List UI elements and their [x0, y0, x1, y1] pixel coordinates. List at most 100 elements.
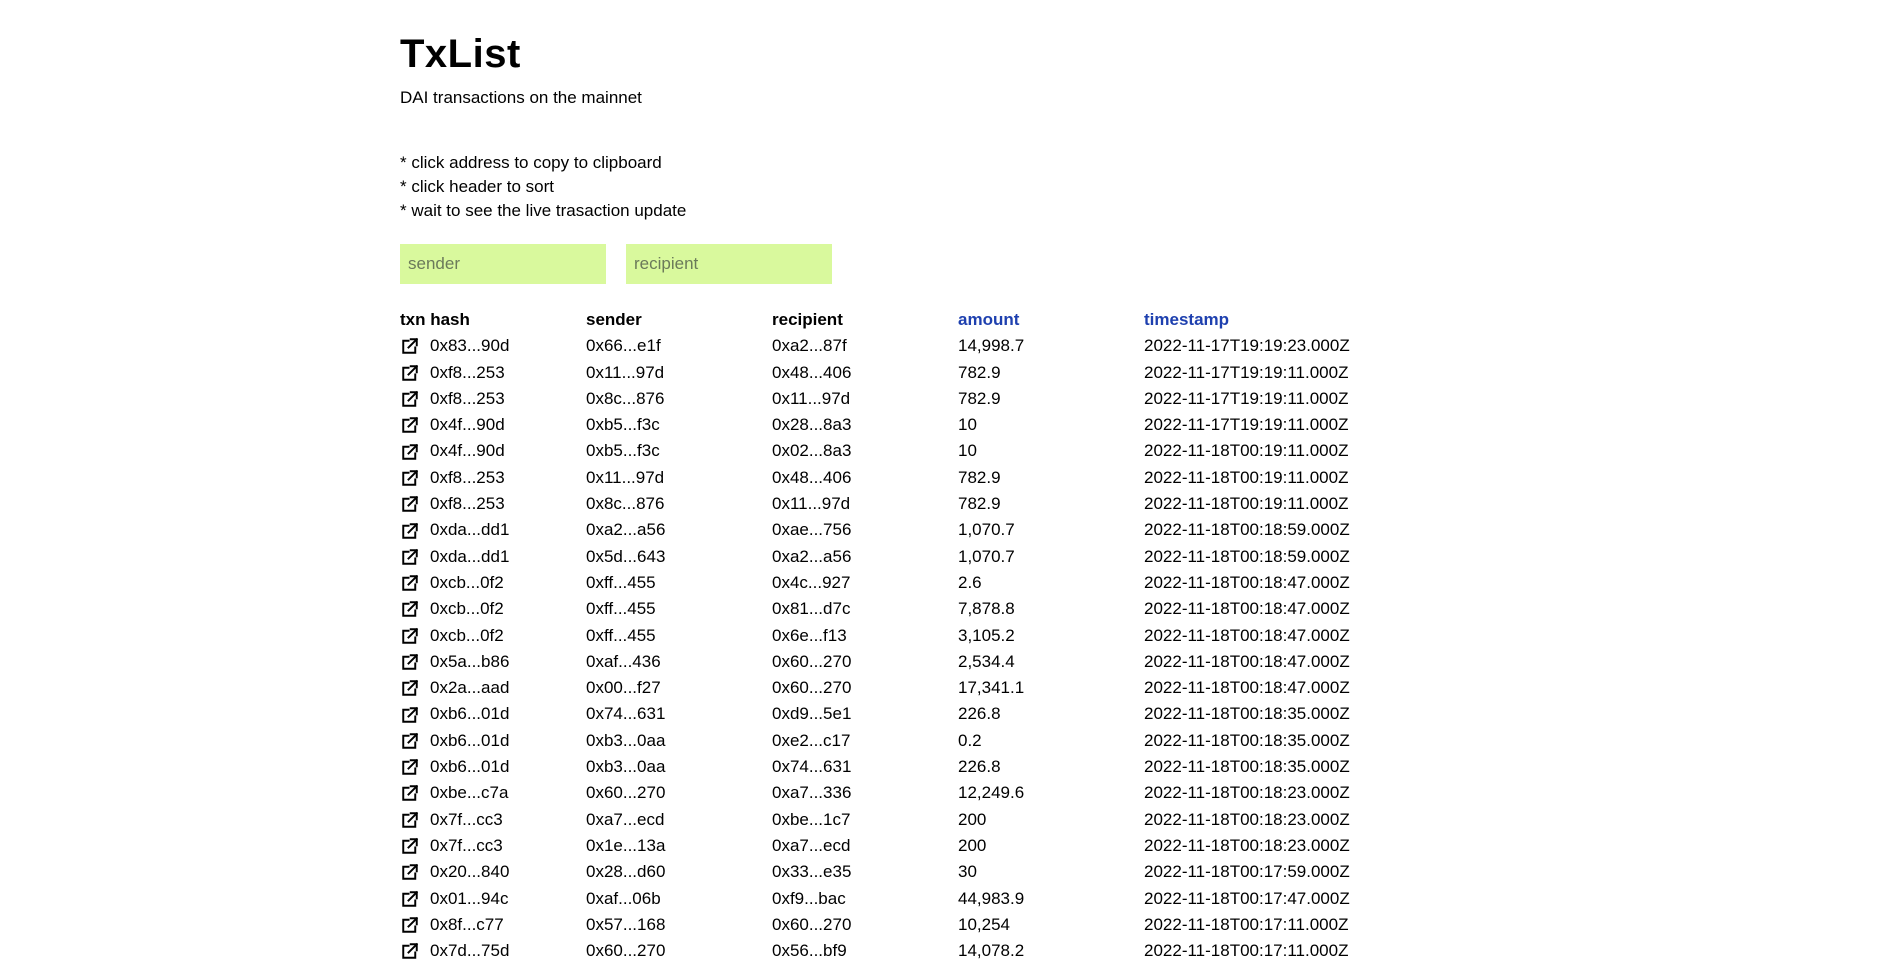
recipient-address[interactable]: 0xae...756	[772, 520, 852, 540]
sender-address[interactable]: 0x11...97d	[586, 467, 665, 487]
amount-value: 0.2	[958, 730, 982, 750]
sender-address[interactable]: 0x57...168	[586, 914, 666, 934]
recipient-address[interactable]: 0x60...270	[772, 651, 852, 671]
txn-hash: 0xcb...0f2	[430, 625, 504, 645]
txn-hash-wrapper: 0x5a...b86	[400, 649, 586, 675]
recipient-address[interactable]: 0x56...bf9	[772, 941, 847, 961]
sender-address[interactable]: 0x11...97d	[586, 362, 665, 382]
sender-address[interactable]: 0x28...d60	[586, 862, 666, 882]
external-link-icon[interactable]	[401, 706, 419, 724]
external-link-icon[interactable]	[401, 600, 419, 618]
timestamp-value: 2022-11-18T00:17:59.000Z	[1144, 862, 1350, 882]
external-link-icon[interactable]	[401, 758, 419, 776]
sender-address[interactable]: 0xff...455	[586, 599, 656, 619]
external-link-icon[interactable]	[401, 811, 419, 829]
recipient-address[interactable]: 0x74...631	[772, 757, 852, 777]
amount-value: 10	[958, 415, 977, 435]
recipient-address[interactable]: 0x4c...927	[772, 572, 851, 592]
recipient-address[interactable]: 0xa7...ecd	[772, 835, 851, 855]
external-link-icon[interactable]	[401, 627, 419, 645]
recipient-address[interactable]: 0xd9...5e1	[772, 704, 852, 724]
timestamp-value: 2022-11-18T00:18:35.000Z	[1144, 704, 1350, 724]
txn-hash-wrapper: 0x8f...c77	[400, 912, 586, 938]
external-link-icon[interactable]	[401, 916, 419, 934]
external-link-icon[interactable]	[401, 890, 419, 908]
external-link-icon[interactable]	[401, 653, 419, 671]
sender-address[interactable]: 0x8c...876	[586, 494, 665, 514]
amount-value: 17,341.1	[958, 678, 1025, 698]
sender-address[interactable]: 0xaf...436	[586, 651, 661, 671]
recipient-address[interactable]: 0x6e...f13	[772, 625, 847, 645]
recipient-address[interactable]: 0xa7...336	[772, 783, 852, 803]
recipient-address[interactable]: 0xf9...bac	[772, 888, 846, 908]
header-recipient[interactable]: recipient	[772, 310, 843, 329]
sender-address[interactable]: 0xb3...0aa	[586, 730, 666, 750]
table-row: 0xda...dd1 0xa2...a56 0xae...756 1,070.7 202…	[400, 517, 1404, 543]
sender-address[interactable]: 0xb5...f3c	[586, 441, 660, 461]
table-row: 0x7f...cc3 0xa7...ecd 0xbe...1c7 200 2022-11…	[400, 807, 1404, 833]
sender-address[interactable]: 0xaf...06b	[586, 888, 661, 908]
external-link-icon[interactable]	[401, 784, 419, 802]
recipient-address[interactable]: 0x02...8a3	[772, 441, 852, 461]
external-link-icon[interactable]	[401, 364, 419, 382]
header-sender[interactable]: sender	[586, 310, 642, 329]
sender-address[interactable]: 0xa7...ecd	[586, 809, 665, 829]
recipient-address[interactable]: 0xbe...1c7	[772, 809, 851, 829]
timestamp-value: 2022-11-18T00:18:23.000Z	[1144, 809, 1350, 829]
txn-hash-wrapper: 0xf8...253	[400, 360, 586, 386]
sender-address[interactable]: 0x60...270	[586, 783, 666, 803]
sender-address[interactable]: 0xff...455	[586, 625, 656, 645]
sender-filter-input[interactable]	[400, 244, 606, 284]
sender-address[interactable]: 0xb3...0aa	[586, 757, 666, 777]
table-row: 0x5a...b86 0xaf...436 0x60...270 2,534.4 202…	[400, 649, 1404, 675]
sender-address[interactable]: 0x1e...13a	[586, 835, 666, 855]
recipient-address[interactable]: 0x11...97d	[772, 388, 851, 408]
sender-address[interactable]: 0x5d...643	[586, 546, 666, 566]
external-link-icon[interactable]	[401, 469, 419, 487]
sender-address[interactable]: 0xff...455	[586, 572, 656, 592]
amount-value: 14,998.7	[958, 336, 1025, 356]
external-link-icon[interactable]	[401, 443, 419, 461]
external-link-icon[interactable]	[401, 732, 419, 750]
external-link-icon[interactable]	[401, 416, 419, 434]
external-link-icon[interactable]	[401, 337, 419, 355]
recipient-filter-input[interactable]	[626, 244, 832, 284]
txn-hash: 0xf8...253	[430, 494, 505, 514]
recipient-address[interactable]: 0xa2...87f	[772, 336, 847, 356]
recipient-address[interactable]: 0x28...8a3	[772, 415, 852, 435]
sender-address[interactable]: 0x00...f27	[586, 678, 661, 698]
txn-hash-wrapper: 0x7f...cc3	[400, 833, 586, 859]
recipient-address[interactable]: 0x60...270	[772, 914, 852, 934]
recipient-address[interactable]: 0xa2...a56	[772, 546, 852, 566]
sender-address[interactable]: 0x8c...876	[586, 388, 665, 408]
external-link-icon[interactable]	[401, 548, 419, 566]
recipient-address[interactable]: 0xe2...c17	[772, 730, 851, 750]
recipient-address[interactable]: 0x60...270	[772, 678, 852, 698]
external-link-icon[interactable]	[401, 495, 419, 513]
external-link-icon[interactable]	[401, 522, 419, 540]
recipient-address[interactable]: 0x33...e35	[772, 862, 852, 882]
external-link-icon[interactable]	[401, 574, 419, 592]
external-link-icon[interactable]	[401, 837, 419, 855]
external-link-icon[interactable]	[401, 863, 419, 881]
sender-address[interactable]: 0xa2...a56	[586, 520, 666, 540]
timestamp-value: 2022-11-18T00:17:47.000Z	[1144, 888, 1350, 908]
header-timestamp[interactable]: timestamp	[1144, 310, 1230, 329]
txn-hash-cell: 0xf8...253	[400, 465, 586, 491]
header-hash[interactable]: txn hash	[400, 310, 470, 329]
header-amount[interactable]: amount	[958, 310, 1020, 329]
external-link-icon[interactable]	[401, 679, 419, 697]
sender-address[interactable]: 0x74...631	[586, 704, 666, 724]
timestamp-value: 2022-11-18T00:19:11.000Z	[1144, 467, 1349, 487]
table-row: 0xf8...253 0x8c...876 0x11...97d 782.9 2022-…	[400, 386, 1404, 412]
external-link-icon[interactable]	[401, 390, 419, 408]
recipient-address[interactable]: 0x48...406	[772, 467, 852, 487]
external-link-icon[interactable]	[401, 942, 419, 960]
recipient-address[interactable]: 0x11...97d	[772, 494, 851, 514]
recipient-address[interactable]: 0x81...d7c	[772, 599, 851, 619]
sender-address[interactable]: 0xb5...f3c	[586, 415, 660, 435]
sender-address[interactable]: 0x60...270	[586, 941, 666, 961]
sender-address[interactable]: 0x66...e1f	[586, 336, 661, 356]
timestamp-value: 2022-11-18T00:18:47.000Z	[1144, 678, 1350, 698]
recipient-address[interactable]: 0x48...406	[772, 362, 852, 382]
